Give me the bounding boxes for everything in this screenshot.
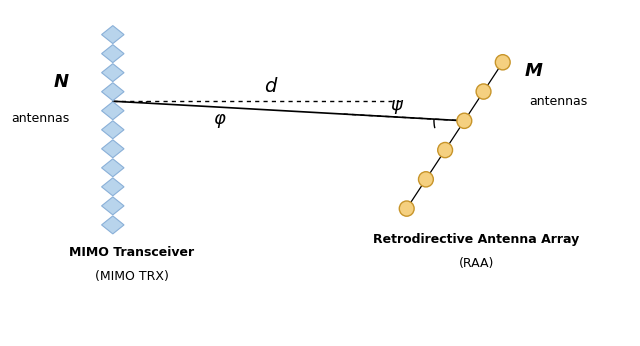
Polygon shape: [102, 64, 124, 82]
Text: MIMO Transceiver: MIMO Transceiver: [69, 246, 194, 259]
Text: φ: φ: [213, 109, 225, 128]
Text: (RAA): (RAA): [459, 257, 494, 270]
Text: (MIMO TRX): (MIMO TRX): [95, 270, 168, 283]
Polygon shape: [102, 45, 124, 63]
Ellipse shape: [399, 201, 414, 216]
Polygon shape: [102, 140, 124, 158]
Text: antennas: antennas: [11, 111, 69, 125]
Polygon shape: [102, 159, 124, 177]
Polygon shape: [102, 83, 124, 101]
Text: Retrodirective Antenna Array: Retrodirective Antenna Array: [373, 233, 579, 246]
Ellipse shape: [495, 55, 510, 70]
Text: ψ: ψ: [390, 96, 402, 114]
Polygon shape: [102, 178, 124, 196]
Text: M: M: [525, 62, 542, 80]
Ellipse shape: [476, 84, 491, 99]
Ellipse shape: [419, 172, 433, 187]
Text: N: N: [54, 73, 69, 91]
Text: d: d: [264, 77, 276, 96]
Ellipse shape: [438, 143, 452, 158]
Polygon shape: [102, 26, 124, 44]
Text: antennas: antennas: [529, 95, 588, 108]
Ellipse shape: [457, 113, 472, 128]
Polygon shape: [102, 102, 124, 120]
Polygon shape: [102, 216, 124, 234]
Polygon shape: [102, 197, 124, 215]
Polygon shape: [102, 121, 124, 139]
